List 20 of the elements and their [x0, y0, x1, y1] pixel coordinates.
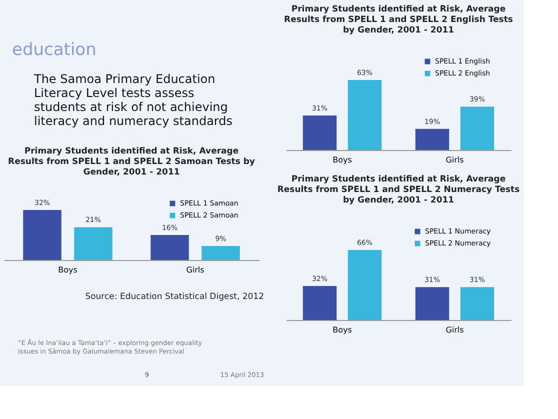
x-tick-label: Girls: [186, 266, 204, 274]
x-tick-label: Boys: [58, 266, 78, 274]
bar: [348, 80, 382, 150]
text: The Samoa Primary Education Literacy Level tests assess students at risk of not achieving literacy and numeracy standards: [33, 72, 233, 128]
bar: [202, 246, 240, 260]
chart-title: Primary Students identified at Risk, Average Results from SPELL 1 and SPELL 2 English Tests by Gender, 2001 - 2011: [284, 4, 513, 36]
x-tick-label: Boys: [332, 156, 352, 164]
bar: [23, 210, 62, 260]
x-tick-label: Girls: [446, 156, 464, 164]
bar: [460, 106, 494, 150]
text: education: [12, 40, 96, 60]
source-note: Source: Education Statistical Digest, 2012: [85, 292, 264, 302]
bar: [302, 116, 337, 150]
x-tick-label: Girls: [446, 326, 464, 334]
bar: [74, 227, 112, 260]
chart-title: Primary Students identified at Risk, Average Results from SPELL 1 and SPELL 2 Samoan Tests by Gender, 2001 - 2011: [8, 146, 256, 178]
bar: [150, 235, 189, 260]
bar: [415, 128, 450, 150]
chart-title: Primary Students identified at Risk, Average Results from SPELL 1 and SPELL 2 Numeracy Tests by Gender, 2001 - 2011: [277, 174, 520, 206]
x-tick-label: Boys: [332, 326, 352, 334]
